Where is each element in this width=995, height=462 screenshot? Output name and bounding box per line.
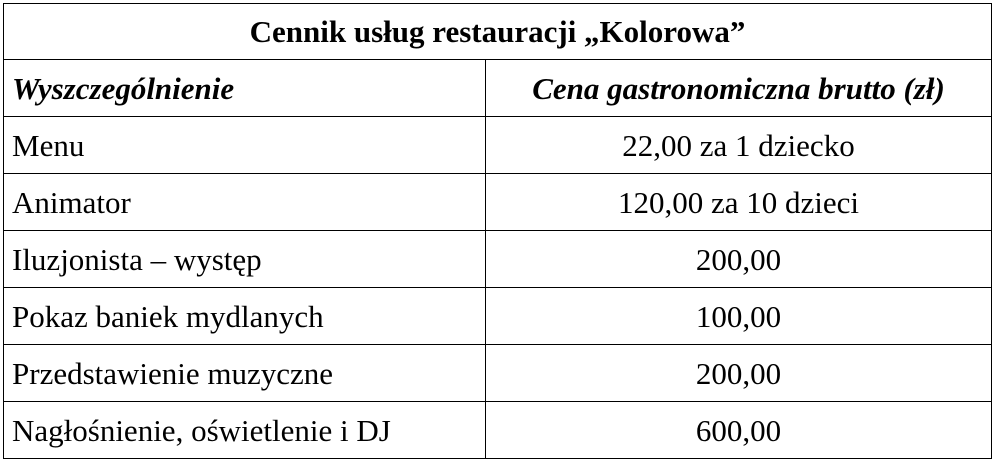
item-price-cell: 120,00 za 10 dzieci	[485, 173, 992, 231]
table-title-row: Cennik usług restauracji „Kolorowa”	[3, 3, 992, 60]
item-price-cell: 600,00	[485, 401, 992, 459]
table-title: Cennik usług restauracji „Kolorowa”	[3, 3, 992, 60]
item-name-cell: Przedstawienie muzyczne	[3, 344, 486, 402]
column-header-item: Wyszczególnienie	[3, 59, 486, 117]
table-header-row: Wyszczególnienie Cena gastronomiczna bru…	[3, 59, 992, 117]
table-row: Nagłośnienie, oświetlenie i DJ 600,00	[3, 401, 992, 459]
item-price-cell: 200,00	[485, 230, 992, 288]
price-table: Cennik usług restauracji „Kolorowa” Wysz…	[3, 3, 992, 459]
table-row: Animator 120,00 za 10 dzieci	[3, 173, 992, 231]
column-header-price: Cena gastronomiczna brutto (zł)	[485, 59, 992, 117]
item-name-cell: Pokaz baniek mydlanych	[3, 287, 486, 345]
item-price-cell: 100,00	[485, 287, 992, 345]
item-price-cell: 22,00 za 1 dziecko	[485, 116, 992, 174]
table-row: Pokaz baniek mydlanych 100,00	[3, 287, 992, 345]
table-row: Menu 22,00 za 1 dziecko	[3, 116, 992, 174]
item-name-cell: Iluzjonista – występ	[3, 230, 486, 288]
item-price-cell: 200,00	[485, 344, 992, 402]
table-row: Przedstawienie muzyczne 200,00	[3, 344, 992, 402]
table-row: Iluzjonista – występ 200,00	[3, 230, 992, 288]
item-name-cell: Animator	[3, 173, 486, 231]
item-name-cell: Menu	[3, 116, 486, 174]
item-name-cell: Nagłośnienie, oświetlenie i DJ	[3, 401, 486, 459]
